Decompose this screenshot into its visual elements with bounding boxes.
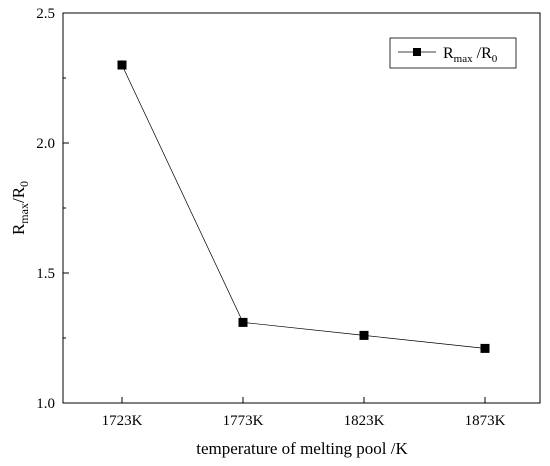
data-point xyxy=(238,317,248,327)
y-axis: 1.0 1.5 2.0 2.5 xyxy=(36,6,69,412)
x-tick-label: 1723K xyxy=(102,413,143,429)
y-tick-label: 2.0 xyxy=(36,136,55,152)
x-tick-label: 1873K xyxy=(465,413,506,429)
x-axis: 1723K 1773K 1823K 1873K xyxy=(102,397,506,429)
data-point xyxy=(117,60,127,70)
legend: Rmax /R0 xyxy=(389,37,517,69)
x-tick-label: 1823K xyxy=(344,413,385,429)
y-tick-label: 1.5 xyxy=(36,266,55,282)
y-axis-title: Rmax/R0 xyxy=(9,181,31,235)
legend-box xyxy=(389,37,517,69)
data-point xyxy=(359,330,369,340)
series-markers xyxy=(117,60,490,353)
data-point xyxy=(480,343,490,353)
plot-frame xyxy=(62,12,541,404)
series-line xyxy=(121,64,486,349)
legend-label: Rmax /R0 xyxy=(443,45,498,65)
x-axis-title: temperature of melting pool /K xyxy=(196,439,408,458)
y-tick-label: 1.0 xyxy=(36,396,55,412)
legend-marker-sample xyxy=(413,48,421,56)
x-tick-label: 1773K xyxy=(223,413,264,429)
y-tick-label: 2.5 xyxy=(36,6,55,22)
